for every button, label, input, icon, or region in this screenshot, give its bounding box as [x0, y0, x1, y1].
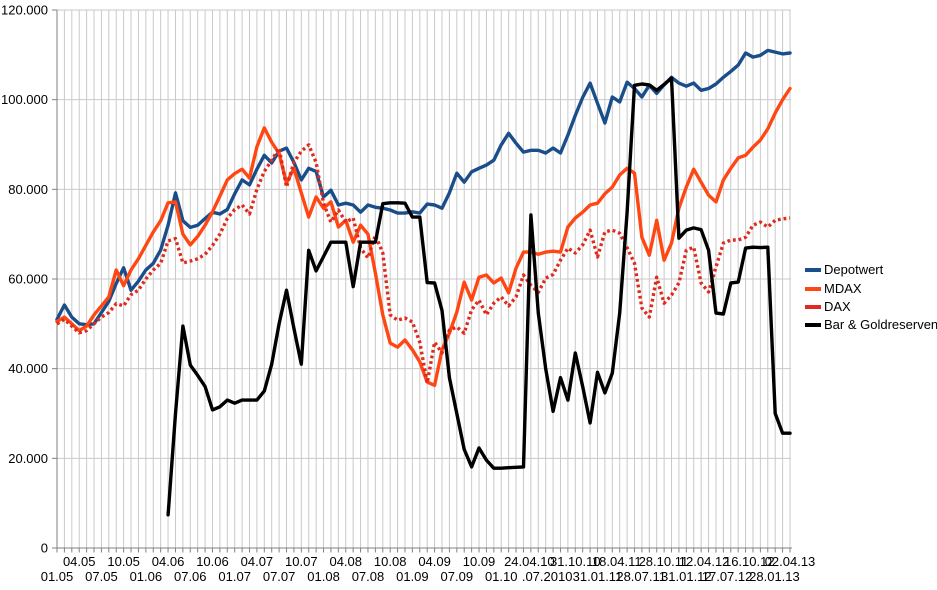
svg-text:04.08: 04.08	[329, 554, 362, 569]
svg-text:02.04.13: 02.04.13	[765, 554, 816, 569]
svg-text:04.07: 04.07	[241, 554, 274, 569]
svg-text:120.000: 120.000	[1, 3, 48, 18]
svg-text:60.000: 60.000	[8, 272, 48, 287]
svg-text:01.09: 01.09	[396, 569, 429, 584]
legend-label-bar-goldreserven: Bar & Goldreserven	[824, 317, 937, 333]
svg-text:07.05: 07.05	[85, 569, 118, 584]
svg-text:01.10: 01.10	[485, 569, 518, 584]
mdax-line-swatch-icon	[805, 286, 821, 291]
svg-text:16.10.12: 16.10.12	[724, 554, 775, 569]
svg-text:01.07: 01.07	[218, 569, 251, 584]
series-line-depotwert	[55, 48, 792, 327]
svg-text:10.07: 10.07	[285, 554, 318, 569]
x-axis-tick-labels-upper-row: 04.05 10.05 04.06 10.06 04.07 10.07 04.08 10.08…	[63, 554, 815, 569]
svg-text:07.09: 07.09	[441, 569, 474, 584]
axes-and-ticks	[52, 9, 792, 553]
dax-dotted-line-swatch-icon	[805, 304, 821, 309]
legend-label-dax: DAX	[824, 298, 851, 314]
series-line-bar-goldreserven	[166, 76, 792, 517]
svg-text:07.08: 07.08	[352, 569, 385, 584]
svg-text:20.000: 20.000	[8, 451, 48, 466]
svg-text:24.04.10: 24.04.10	[504, 554, 555, 569]
svg-text:12.04.12: 12.04.12	[679, 554, 730, 569]
svg-text:04.09: 04.09	[418, 554, 451, 569]
svg-text:04.05: 04.05	[63, 554, 96, 569]
svg-text:28.07.11: 28.07.11	[616, 569, 666, 584]
svg-text:31.01.12: 31.01.12	[661, 569, 712, 584]
y-axis-tick-labels: 120.000 100.000 80.000 60.000 40.000 20.000 0	[1, 3, 48, 556]
legend: Depotwert MDAX DAX Bar & Goldreserven	[805, 261, 937, 335]
legend-item-mdax: MDAX	[805, 279, 937, 297]
svg-text:04.06: 04.06	[152, 554, 185, 569]
svg-text:01.05: 01.05	[41, 569, 74, 584]
svg-text:28.01.13: 28.01.13	[749, 569, 800, 584]
svg-text:31.10.10: 31.10.10	[550, 554, 601, 569]
svg-text:40.000: 40.000	[8, 361, 48, 376]
svg-text:07.06: 07.06	[174, 569, 207, 584]
svg-text:28.10.11: 28.10.11	[639, 554, 689, 569]
svg-text:17.07.12: 17.07.12	[702, 569, 753, 584]
svg-text:10.06: 10.06	[196, 554, 229, 569]
svg-text:.07.2010: .07.2010	[522, 569, 573, 584]
legend-item-dax: DAX	[805, 298, 937, 316]
svg-text:31.01.11: 31.01.11	[573, 569, 623, 584]
svg-text:01.08: 01.08	[307, 569, 340, 584]
legend-item-bar-goldreserven: Bar & Goldreserven	[805, 316, 937, 334]
svg-text:18.04.11: 18.04.11	[592, 554, 642, 569]
bar-goldreserven-line-swatch-icon	[805, 323, 821, 328]
svg-text:10.09: 10.09	[463, 554, 496, 569]
series-line-mdax	[55, 86, 792, 387]
svg-text:10.05: 10.05	[107, 554, 140, 569]
svg-text:100.000: 100.000	[1, 92, 48, 107]
legend-item-depotwert: Depotwert	[805, 261, 937, 279]
svg-text:07.07: 07.07	[263, 569, 296, 584]
legend-label-depotwert: Depotwert	[824, 262, 884, 278]
series-line-dax	[56, 143, 791, 385]
legend-label-mdax: MDAX	[824, 280, 862, 296]
depotwert-line-swatch-icon	[805, 268, 821, 273]
svg-text:0: 0	[41, 541, 48, 556]
svg-text:80.000: 80.000	[8, 182, 48, 197]
svg-text:01.06: 01.06	[130, 569, 163, 584]
svg-text:10.08: 10.08	[374, 554, 407, 569]
x-axis-tick-labels-lower-row: 01.05 07.05 01.06 07.06 01.07 07.07 01.08 07.08…	[41, 569, 800, 584]
